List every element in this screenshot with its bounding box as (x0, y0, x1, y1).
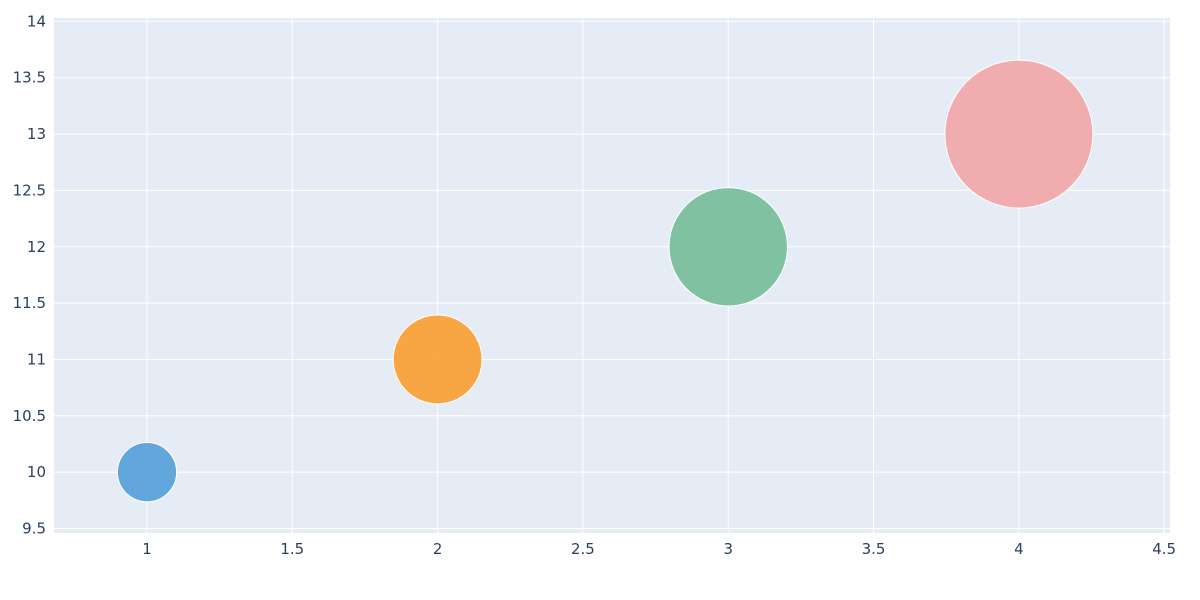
x-tick-label: 4.5 (1152, 540, 1176, 558)
y-tick-label: 12 (27, 238, 46, 256)
bubble-point[interactable] (392, 314, 483, 405)
x-tick-label: 2.5 (571, 540, 595, 558)
y-tick-label: 10.5 (13, 407, 46, 425)
x-tick-label: 1.5 (280, 540, 304, 558)
x-tick-label: 1 (142, 540, 152, 558)
x-tick-label: 2 (433, 540, 443, 558)
y-tick-label: 11.5 (13, 294, 46, 312)
x-tick-label: 3 (723, 540, 733, 558)
y-tick-label: 11 (27, 350, 46, 368)
x-tick-label: 4 (1014, 540, 1024, 558)
y-tick-label: 13 (27, 125, 46, 143)
bubble-point[interactable] (944, 59, 1094, 209)
y-tick-label: 10 (27, 463, 46, 481)
y-tick-label: 9.5 (22, 519, 46, 537)
bubble-series (116, 59, 1094, 503)
bubble-point[interactable] (116, 442, 178, 503)
x-axis-ticks: 1 1.5 2 2.5 3 3.5 4 4.5 (142, 540, 1176, 558)
y-tick-label: 12.5 (13, 181, 46, 199)
x-tick-label: 3.5 (862, 540, 886, 558)
y-tick-label: 13.5 (13, 69, 46, 87)
gridlines (54, 18, 1170, 533)
y-axis-ticks: 9.5 10 10.5 11 11.5 12 12.5 13 13.5 14 (13, 12, 46, 537)
bubble-point[interactable] (668, 187, 788, 307)
y-tick-label: 14 (27, 12, 46, 30)
